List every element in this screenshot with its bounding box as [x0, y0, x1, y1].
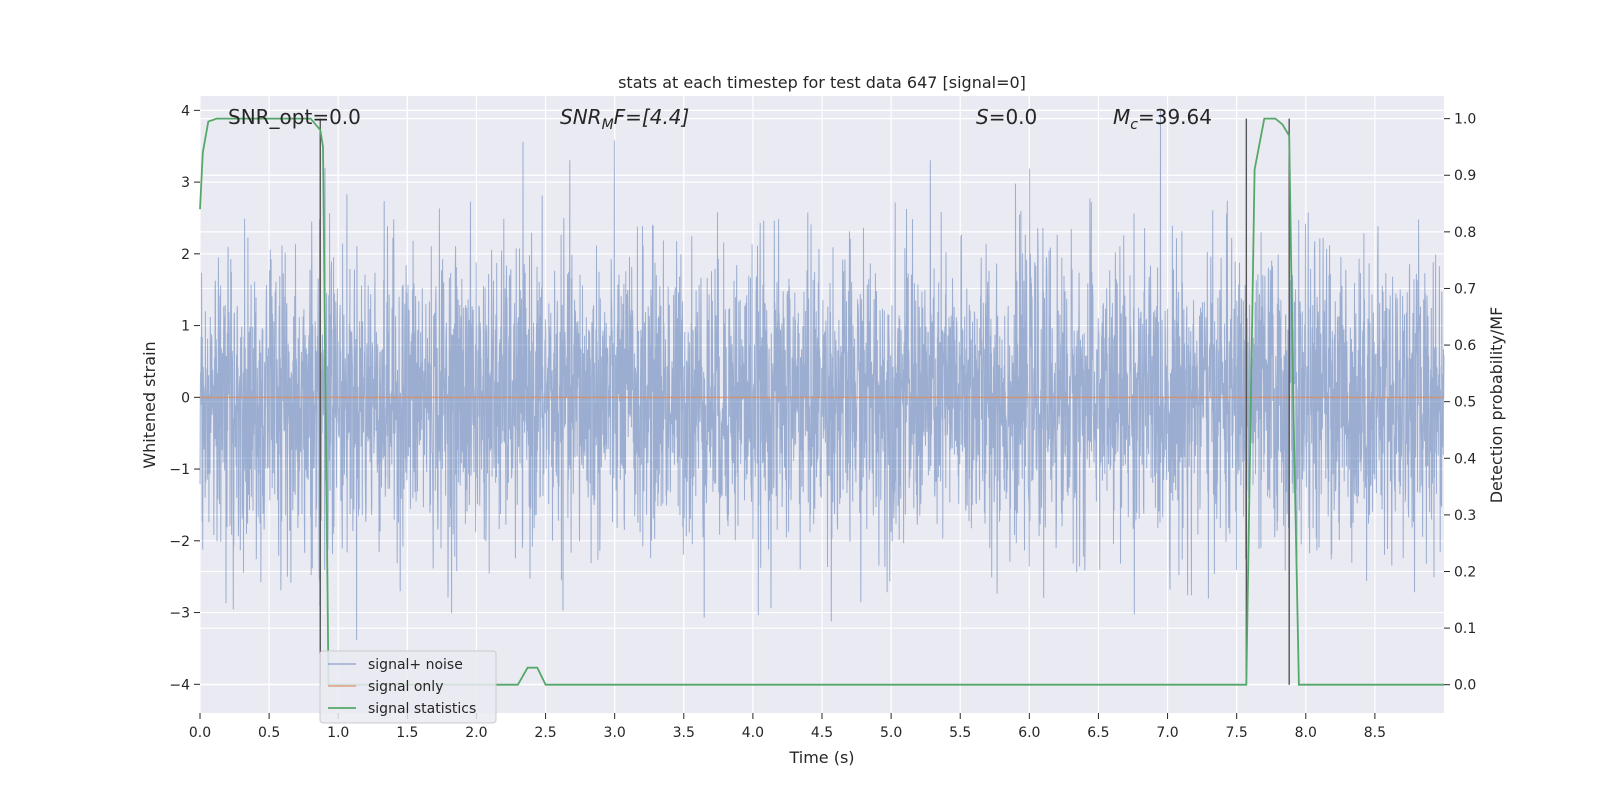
- x-tick-label: 5.5: [949, 725, 971, 741]
- y-left-tick-label: −3: [169, 606, 190, 622]
- x-tick-label: 5.0: [880, 725, 902, 741]
- y-right-tick-label: 0.6: [1454, 338, 1476, 354]
- x-tick-label: 0.5: [258, 725, 280, 741]
- legend-label-signal-only: signal only: [368, 679, 443, 695]
- x-tick-label: 1.5: [396, 725, 418, 741]
- x-tick-label: 6.5: [1087, 725, 1109, 741]
- y-right-axis-label: Detection probability/MF: [1487, 307, 1506, 504]
- y-left-tick-label: 2: [181, 247, 190, 263]
- y-right-tick-label: 0.7: [1454, 281, 1476, 297]
- x-tick-label: 3.5: [673, 725, 695, 741]
- y-right-tick-label: 0.9: [1454, 168, 1476, 184]
- x-tick-label: 0.0: [189, 725, 211, 741]
- y-left-ticks: 4 3 2 1 0 −1 −2 −3 −4: [169, 103, 200, 693]
- y-left-tick-label: −2: [169, 534, 190, 550]
- y-right-tick-label: 0.8: [1454, 225, 1476, 241]
- x-tick-label: 2.0: [465, 725, 487, 741]
- annotation-mc: Mc=39.64: [1113, 105, 1212, 133]
- y-right-tick-label: 0.5: [1454, 395, 1476, 411]
- y-left-tick-label: −1: [169, 462, 190, 478]
- y-left-tick-label: −4: [169, 677, 190, 693]
- x-ticks: 0.0 0.5 1.0 1.5 2.0 2.5 3.0 3.5 4.0 4.5 5.0 5.5 6.0 6…: [189, 713, 1386, 741]
- y-right-tick-label: 0.4: [1454, 451, 1476, 467]
- x-tick-label: 8.5: [1364, 725, 1386, 741]
- x-tick-label: 4.0: [742, 725, 764, 741]
- y-left-tick-label: 3: [181, 175, 190, 191]
- legend: signal+ noise signal only signal statist…: [319, 650, 497, 724]
- x-tick-label: 8.0: [1295, 725, 1317, 741]
- chart-title: stats at each timestep for test data 647…: [618, 73, 1026, 92]
- y-right-ticks: 1.0 0.9 0.8 0.7 0.6 0.5 0.4 0.3 0.2 0.1 0.0: [1444, 112, 1476, 694]
- vertical-markers: [319, 118, 1290, 685]
- y-left-tick-label: 4: [181, 103, 190, 119]
- annotation-s: S=0.0: [976, 105, 1037, 129]
- x-tick-label: 4.5: [811, 725, 833, 741]
- x-tick-label: 6.0: [1018, 725, 1040, 741]
- legend-label-signal-statistics: signal statistics: [368, 701, 476, 717]
- x-tick-label: 1.0: [327, 725, 349, 741]
- y-left-tick-label: 0: [181, 390, 190, 406]
- x-tick-label: 7.0: [1156, 725, 1178, 741]
- y-left-axis-label: Whitened strain: [140, 341, 159, 468]
- x-tick-label: 7.5: [1226, 725, 1248, 741]
- y-right-tick-label: 1.0: [1454, 112, 1476, 128]
- signal-statistics-series: [199, 117, 1444, 686]
- annotation-snr-mf: SNRMF=[4.4]: [560, 105, 689, 133]
- y-right-tick-label: 0.1: [1454, 621, 1476, 637]
- annotation-snr-opt: SNR_opt=0.0: [228, 105, 361, 129]
- x-tick-label: 2.5: [534, 725, 556, 741]
- x-tick-label: 3.0: [604, 725, 626, 741]
- signal-statistics-line: [199, 117, 1444, 686]
- x-axis-label: Time (s): [788, 748, 854, 767]
- legend-label-signal-noise: signal+ noise: [368, 657, 463, 673]
- y-right-tick-label: 0.0: [1454, 678, 1476, 694]
- y-left-tick-label: 1: [181, 319, 190, 335]
- y-right-tick-label: 0.3: [1454, 508, 1476, 524]
- y-right-tick-label: 0.2: [1454, 564, 1476, 580]
- legend-box: [319, 650, 497, 724]
